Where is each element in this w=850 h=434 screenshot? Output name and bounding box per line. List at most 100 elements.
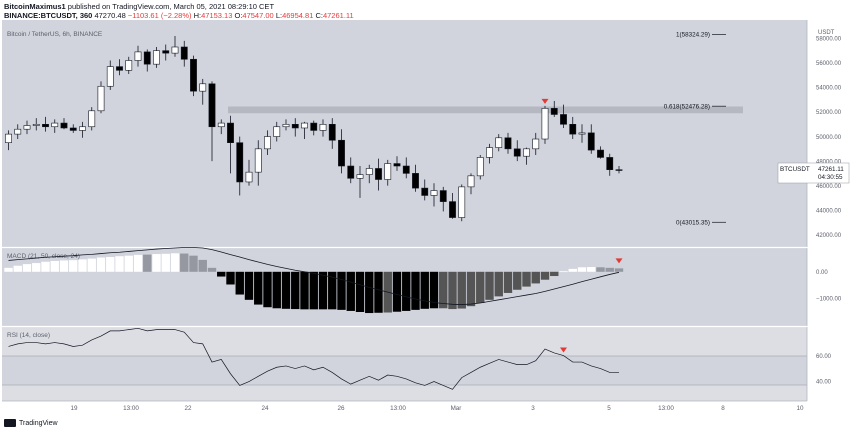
candle-up [32,123,40,126]
candle-up [273,126,281,137]
macd-histogram-bar [96,257,106,272]
chart-title: Bitcoin / TetherUS, 6h, BINANCE [7,31,103,38]
macd-histogram-bar [522,271,531,287]
candle-up [578,132,586,135]
macd-histogram-bar [429,271,439,309]
candle-down [393,163,401,167]
author-name[interactable]: BitcoinMaximus1 [4,2,66,11]
candle-down [116,66,123,71]
candle-up [430,190,438,196]
rsi-tick-label: 40.00 [816,380,832,386]
macd-histogram-bar [133,254,143,272]
time-tick-label: 24 [261,405,269,412]
candle-down [328,123,336,141]
candle-up [199,83,207,92]
candle-up [458,186,466,218]
candle-up [51,122,59,128]
high-value: 47153.13 [201,11,233,20]
fib-level-label: 1(58324.29) [676,32,710,39]
macd-histogram-bar [457,271,466,309]
macd-histogram-bar [559,271,568,273]
macd-histogram-bar [540,271,550,280]
candle-up [106,66,114,87]
candle-down [310,122,318,131]
price-tag: 47261.11 [818,166,844,173]
macd-histogram-bar [59,260,69,272]
price-signal-arrow [541,98,549,104]
time-tick-label: 19 [70,405,78,412]
open-value: 47270.48 [94,11,126,20]
macd-histogram-bar [161,253,170,272]
candle-down [338,139,345,167]
rsi-line [8,327,619,390]
price-tick-label: 52000.00 [816,110,842,116]
macd-histogram-bar [69,260,78,272]
resistance-zone [228,106,743,114]
macd-label: MACD (21, 50, close, 24) [7,253,80,260]
l-label: L: [275,11,283,20]
candle-up [254,148,262,173]
macd-histogram-bar [281,271,291,309]
time-tick-label: 5 [607,405,611,412]
macd-histogram-bar [32,263,41,272]
macd-histogram-bar [513,271,522,290]
candle-up [14,128,22,135]
candle-up [153,50,160,65]
candle-down [569,123,577,135]
time-tick-label: 10 [796,405,804,412]
candle-down [42,123,49,128]
candle-up [79,126,86,131]
candle-down [236,142,244,183]
price-tick-label: 50000.00 [816,135,842,141]
tradingview-footer[interactable]: TradingView [4,419,58,427]
c-label: C: [315,11,323,20]
macd-histogram-bar [485,271,494,300]
candle-down [143,51,151,65]
macd-histogram-bar [106,256,115,272]
last-value: 47261.11 [322,11,354,20]
tradingview-chart[interactable]: Bitcoin / TetherUS, 6h, BINANCE USDT MAC… [0,20,850,419]
price-tick-label: 54000.00 [816,86,842,92]
candle-down [291,123,299,129]
candle-down [375,168,382,180]
candle-down [180,46,188,60]
macd-histogram-bar [466,271,476,307]
macd-histogram-bar [402,271,411,311]
time-tick-label: 3 [531,405,535,412]
candle-up [523,148,530,157]
candle-down [615,169,623,171]
candle-down [69,127,77,131]
time-tick-label: 13:00 [123,405,139,412]
candle-up [541,108,549,140]
macd-histogram-bar [355,271,365,312]
macd-histogram-bar [22,264,32,272]
macd-histogram-bar [235,271,244,295]
macd-histogram-bar [263,271,272,308]
time-tick-label: 13:00 [658,405,674,412]
price-tick-label: 48000.00 [816,159,842,165]
price-pane-bg [2,20,807,247]
candle-up [384,163,392,180]
candle-up [5,133,12,144]
candle-up [217,122,225,128]
time-tick-label: Mar [451,405,462,412]
rsi-label: RSI (14, close) [7,332,50,339]
macd-histogram-bar [41,261,50,272]
candle-down [513,148,521,157]
price-tick-label: 58000.00 [816,37,842,43]
macd-histogram-bar [596,267,605,272]
candle-down [504,137,512,150]
close-value: 46954.81 [282,11,314,20]
macd-histogram-bar [4,267,13,272]
candle-down [597,149,604,158]
price-tick-label: 56000.00 [816,61,842,67]
fib-level-label: 0.618(52476.28) [664,103,710,110]
ohlc-line: BINANCE:BTCUSDT, 360 47270.48 −1103.61 (… [4,11,354,20]
macd-histogram-bar [494,271,503,297]
candle-down [550,108,558,115]
macd-histogram-bar [180,253,189,272]
macd-histogram-bar [309,271,318,310]
time-tick-label: 22 [184,405,192,412]
candle-up [282,123,290,128]
price-tick-label: 42000.00 [816,233,842,239]
